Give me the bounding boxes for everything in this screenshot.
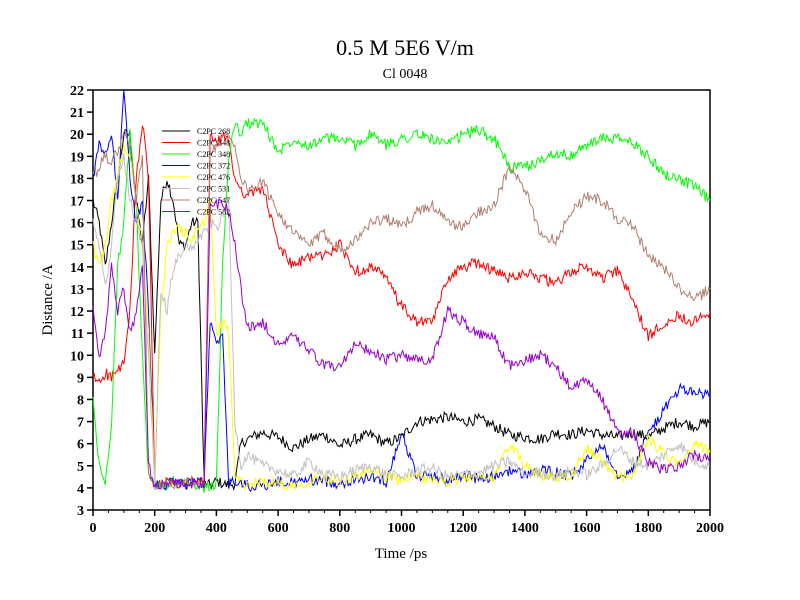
x-axis-label: Time /ps (375, 546, 428, 562)
y-tick-label: 17 (70, 195, 84, 210)
y-tick-label: 7 (77, 416, 84, 431)
legend-label: C2PC 547 (197, 196, 230, 205)
series-line (92, 89, 711, 493)
chart-subtitle: Cl 0048 (383, 67, 428, 82)
series-line (92, 130, 711, 490)
y-tick-label: 15 (70, 239, 84, 254)
legend-label: C2PC 268 (197, 127, 230, 136)
x-tick-label: 400 (206, 521, 227, 536)
y-tick-label: 22 (70, 84, 84, 99)
x-tick-label: 0 (90, 521, 97, 536)
series-line (92, 124, 711, 490)
x-tick-label: 1400 (511, 521, 539, 536)
chart-title: 0.5 M 5E6 V/m (336, 35, 474, 60)
x-tick-label: 200 (144, 521, 165, 536)
legend-label: C2PC 348 (197, 150, 230, 159)
legend-label: C2PC 372 (197, 162, 230, 171)
y-tick-label: 21 (70, 106, 84, 121)
y-tick-label: 16 (70, 217, 84, 232)
y-tick-label: 6 (77, 438, 84, 453)
x-tick-label: 800 (329, 521, 350, 536)
y-axis-label: Distance /A (40, 264, 56, 335)
series-line (92, 128, 711, 491)
legend-label: C2PC 531 (197, 185, 230, 194)
y-tick-label: 19 (70, 150, 84, 165)
series-line (92, 198, 711, 490)
series-line (92, 153, 711, 486)
y-tick-label: 5 (77, 460, 84, 475)
legend-label: C2PC 582 (197, 208, 230, 217)
legend-label: C2PC 348 (197, 139, 230, 148)
x-tick-label: 1800 (634, 521, 662, 536)
x-axis: 0 200 400 600 800 1000 1200 1400 1600 1800 2000 (90, 510, 724, 536)
y-tick-label: 10 (70, 349, 84, 364)
y-tick-label: 20 (70, 128, 84, 143)
x-tick-label: 2000 (696, 521, 724, 536)
x-tick-label: 1600 (573, 521, 601, 536)
y-tick-label: 13 (70, 283, 84, 298)
series-line (92, 144, 711, 492)
y-tick-label: 3 (77, 504, 84, 519)
y-tick-label: 9 (77, 371, 84, 386)
series-layer (92, 89, 711, 494)
y-tick-label: 4 (77, 482, 84, 497)
y-tick-label: 8 (77, 393, 84, 408)
legend: C2PC 268 C2PC 348 C2PC 348 C2PC 372 C2PC 476… (162, 127, 230, 217)
x-tick-label: 600 (268, 521, 289, 536)
y-tick-label: 12 (70, 305, 84, 320)
legend-label: C2PC 476 (197, 173, 230, 182)
y-tick-label: 11 (71, 327, 84, 342)
x-tick-label: 1200 (449, 521, 477, 536)
y-tick-label: 18 (70, 172, 84, 187)
x-tick-label: 1000 (388, 521, 416, 536)
y-axis: 3 4 5 6 7 8 9 10 11 12 13 14 15 16 17 18 19 20 21 22 (70, 84, 93, 519)
y-tick-label: 14 (70, 261, 84, 276)
